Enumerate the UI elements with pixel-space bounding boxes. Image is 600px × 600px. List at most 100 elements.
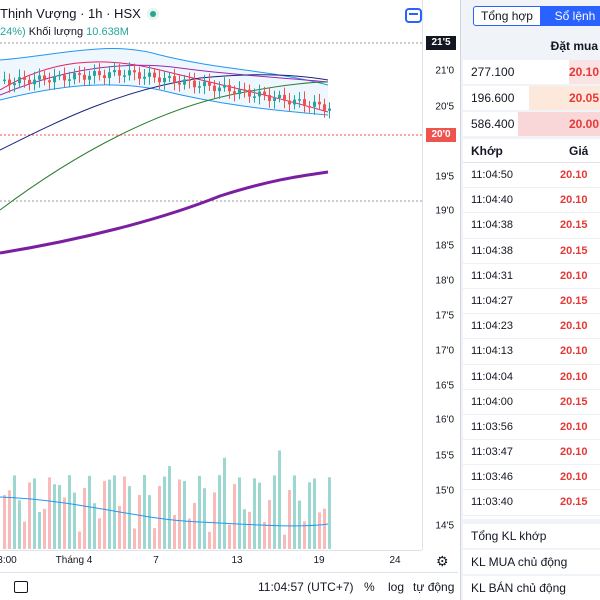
candle-body [98,71,101,76]
candle-body [13,83,16,86]
price-tick-label: 15'5 [435,450,454,462]
candle-body [183,79,186,85]
volume-bar [208,531,211,549]
summary-total-volume: Tổng KL khớp [463,524,600,548]
percent-toggle[interactable]: % [364,580,375,594]
volume-bar [253,478,256,549]
trade-price: 20.10 [560,320,588,333]
chart-pane[interactable]: Thịnh Vượng · 1h · HSX 24%) Khối lượng 1… [0,0,458,600]
tab-so-lenh[interactable]: Sổ lệnh [541,6,600,26]
candle-body [68,79,71,81]
high-price-tag: 21'5 [426,36,456,50]
chart-legend: Thịnh Vượng · 1h · HSX 24%) Khối lượng 1… [0,6,159,38]
time-tick-label: 13 [231,555,243,566]
candle-body [318,101,321,105]
candle-body [223,85,226,88]
bid-row[interactable]: 277.100 20.10 [463,60,600,84]
summary-label: KL BÁN chủ động [471,581,566,595]
volume-bar [178,479,181,549]
volume-bar [298,500,301,549]
volume-bar [13,475,16,549]
volume-bar [68,475,71,549]
trade-row: 11:04:04 20.10 [463,365,600,390]
volume-bar [213,492,216,549]
candle-body [203,81,206,87]
panel-tabs: Tổng hợp Sổ lệnh [473,6,600,26]
candle-body [78,73,81,75]
candle-body [213,85,216,92]
candle-body [93,71,96,76]
volume-bar [28,482,31,549]
candle-body [128,70,131,76]
gear-icon[interactable]: ⚙ [436,553,449,569]
chart-bottom-bar: 11:04:57 (UTC+7) % log tự động [0,572,458,600]
candle-body [3,79,6,82]
volume-bar [63,497,66,549]
trade-time: 11:03:40 [471,496,514,509]
candle-body [233,91,236,95]
price-tick-label: 20'5 [435,101,454,113]
volume-bar [323,508,326,549]
trade-row: 11:03:40 20.15 [463,490,600,516]
volume-bar [288,490,291,549]
log-toggle[interactable]: log [388,580,405,594]
candle-body [308,106,311,108]
volume-bar [263,521,266,549]
volume-bar [308,482,311,549]
trade-row: 11:04:27 20.15 [463,289,600,315]
volume-bar [318,512,321,549]
volume-bar [58,485,61,549]
candle-body [218,87,221,92]
volume-ma-line [0,496,329,527]
trade-time: 11:04:50 [471,169,514,181]
trade-time: 11:04:40 [471,194,514,207]
trade-row: 11:03:47 20.10 [463,440,600,466]
volume-bar [173,515,176,549]
ma-purple-line [0,170,329,255]
price-tick-label: 18'5 [435,240,454,252]
volume-bar [328,477,331,549]
trade-time: 11:03:47 [471,446,514,459]
summary-active-sell: KL BÁN chủ động [463,576,600,600]
symbol-title[interactable]: Thịnh Vượng · 1h · HSX [0,6,141,21]
price-tick-label: 15'0 [435,485,454,497]
price-chart[interactable] [0,0,458,572]
volume-bar [163,476,166,549]
bid-row[interactable]: 196.600 20.05 [463,86,600,110]
volume-bar [33,478,36,549]
candle-body [63,74,66,81]
candle-body [58,74,61,77]
trade-price: 20.10 [560,194,588,207]
price-tick-label: 16'0 [435,414,454,426]
object-tree-icon[interactable] [405,8,422,23]
bid-header: Đặt mua [550,39,598,53]
candle-body [193,80,196,88]
candle-body [188,79,191,81]
col-time-header: Khớp [471,144,503,158]
trade-time: 11:04:04 [471,370,514,383]
candle-body [73,73,76,80]
candle-body [48,80,51,83]
trade-row: 11:04:13 20.10 [463,339,600,365]
bid-row[interactable]: 586.400 20.00 [463,112,600,136]
volume-bar [88,475,91,549]
price-axis[interactable]: 21'0 20'5 19'5 19'0 18'5 18'0 17'5 17'0 16'5 16'0… [422,0,458,550]
volume-bar [78,531,81,549]
time-axis[interactable]: 3:00 Tháng 4 7 13 19 24 [0,550,422,570]
trade-row: 11:04:38 20.15 [463,213,600,239]
date-range-icon[interactable] [14,581,28,593]
trade-row: 11:03:56 20.10 [463,415,600,441]
ma-long-line [0,74,329,151]
tab-tong-hop[interactable]: Tổng hợp [473,6,541,26]
candle-body [103,75,106,79]
summary-label: KL MUA chủ động [471,555,568,569]
trade-price: 20.10 [560,345,588,358]
volume-bar [143,475,146,549]
candle-body [328,108,331,111]
auto-scale-toggle[interactable]: tự động [413,580,455,594]
volume-bar [48,477,51,549]
trade-price: 20.10 [560,446,588,459]
volume-bar [93,503,96,549]
volume-bar [203,488,206,549]
candle-body [33,79,36,85]
